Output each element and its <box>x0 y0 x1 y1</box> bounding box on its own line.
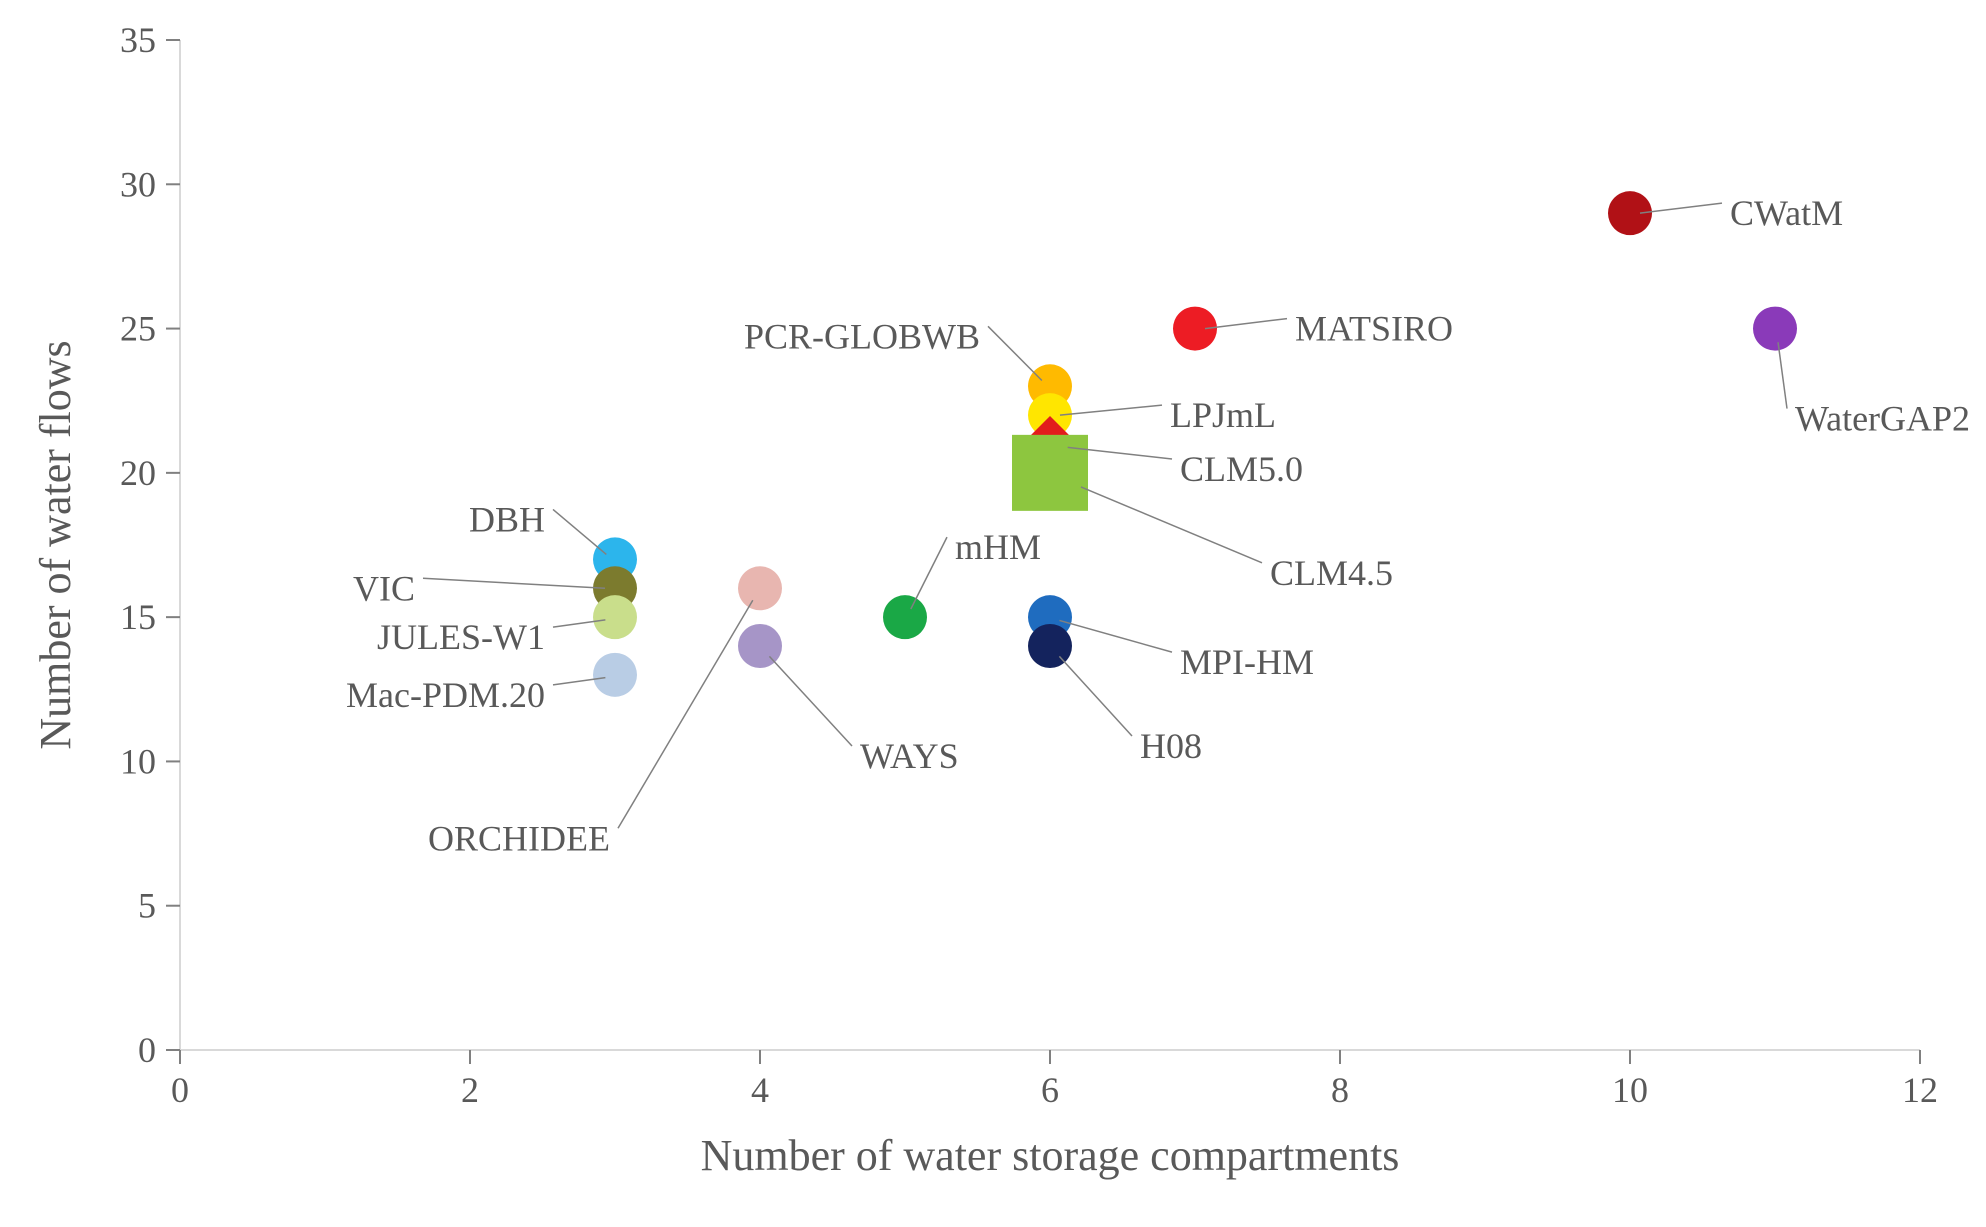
y-tick-label: 15 <box>120 597 156 637</box>
y-axis-title: Number of water flows <box>31 340 80 749</box>
x-tick-label: 2 <box>461 1070 479 1110</box>
marker-h08 <box>1028 624 1072 668</box>
leader-dbh <box>553 509 606 554</box>
marker-mhm <box>883 595 927 639</box>
marker-ways <box>738 624 782 668</box>
scatter-chart: 0 2 4 6 8 10 12 0 5 10 15 20 25 30 35 Number of water s… <box>0 0 1986 1227</box>
x-tick-label: 12 <box>1902 1070 1938 1110</box>
label-orchidee: ORCHIDEE <box>428 818 610 858</box>
label-matsiro: MATSIRO <box>1295 309 1453 349</box>
x-tick-label: 8 <box>1331 1070 1349 1110</box>
leader-mpihm <box>1059 620 1172 652</box>
label-cwatm: CWatM <box>1730 193 1843 233</box>
label-vic: VIC <box>353 568 415 608</box>
y-tick-label: 35 <box>120 20 156 60</box>
label-julesw1: JULES-W1 <box>377 617 545 657</box>
x-tick-label: 0 <box>171 1070 189 1110</box>
leader-pcrglobwb <box>988 326 1042 380</box>
leader-vic <box>423 578 605 588</box>
label-clm45: CLM4.5 <box>1270 553 1393 593</box>
leader-orchidee <box>618 600 753 828</box>
label-dbh: DBH <box>469 499 545 539</box>
label-ways: WAYS <box>860 736 959 776</box>
y-tick-label: 5 <box>138 886 156 926</box>
leader-ways <box>769 656 852 746</box>
label-clm50: CLM5.0 <box>1180 449 1303 489</box>
marker-clm45 <box>1012 435 1088 511</box>
x-tick-label: 10 <box>1612 1070 1648 1110</box>
y-tick-label: 0 <box>138 1030 156 1070</box>
y-tick-label: 20 <box>120 453 156 493</box>
leader-cwatm <box>1640 203 1722 213</box>
label-pcrglobwb: PCR-GLOBWB <box>744 316 980 356</box>
marker-macpdm20 <box>593 653 637 697</box>
x-axis-title: Number of water storage compartments <box>701 1131 1400 1180</box>
markers-layer <box>593 191 1797 697</box>
leader-h08 <box>1059 656 1132 736</box>
marker-watergap2 <box>1753 307 1797 351</box>
leader-lpjml <box>1060 405 1162 415</box>
label-h08: H08 <box>1140 726 1202 766</box>
labels-layer: DBH VIC JULES-W1 Mac-PDM.20 ORCHIDEE WAYS mHM P… <box>346 193 1970 858</box>
label-watergap2: WaterGAP2 <box>1795 399 1970 439</box>
label-macpdm20: Mac-PDM.20 <box>346 675 545 715</box>
label-mpihm: MPI-HM <box>1180 642 1314 682</box>
label-lpjml: LPJmL <box>1170 395 1276 435</box>
label-mhm: mHM <box>955 527 1041 567</box>
y-tick-label: 30 <box>120 164 156 204</box>
y-tick-label: 25 <box>120 309 156 349</box>
y-tick-label: 10 <box>120 741 156 781</box>
x-tick-label: 4 <box>751 1070 769 1110</box>
leader-watergap2 <box>1778 342 1787 408</box>
marker-orchidee <box>738 566 782 610</box>
leader-mhm <box>911 537 947 609</box>
leader-clm45 <box>1081 487 1262 563</box>
leader-matsiro <box>1205 319 1287 329</box>
marker-julesw1 <box>593 595 637 639</box>
x-tick-label: 6 <box>1041 1070 1059 1110</box>
chart-svg: 0 2 4 6 8 10 12 0 5 10 15 20 25 30 35 Number of water s… <box>0 0 1986 1227</box>
leaders-layer <box>423 203 1787 828</box>
